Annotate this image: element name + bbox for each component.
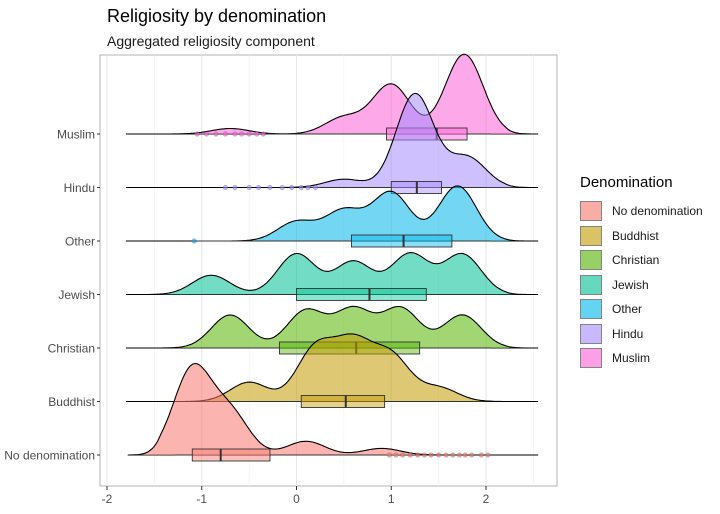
density-line	[125, 252, 539, 296]
x-tick-label: -1	[196, 492, 207, 506]
outlier-point	[386, 452, 392, 458]
outlier-point	[407, 452, 413, 458]
legend-item-hindu: Hindu	[580, 322, 703, 347]
density-line	[125, 92, 539, 189]
outlier-point	[393, 452, 399, 458]
outlier-point	[232, 184, 238, 191]
outlier-point	[415, 452, 421, 458]
y-tick-label: Other	[65, 235, 95, 249]
boxplot-box	[300, 395, 386, 408]
y-axis-ticks: Muslim Hindu Other Jewish Christian Buddhist N…	[4, 128, 100, 463]
outlier-point	[298, 184, 304, 191]
ridge-jewish	[125, 252, 539, 301]
density-area	[125, 185, 539, 241]
outlier-point	[246, 184, 252, 191]
ridge-hindu	[125, 92, 539, 194]
outlier-point	[400, 452, 406, 458]
legend-item-buddhist: Buddhist	[580, 224, 703, 249]
outlier-point	[305, 184, 311, 191]
outlier-point	[421, 452, 428, 458]
x-tick-label: -2	[102, 492, 113, 506]
outlier-point	[213, 131, 219, 137]
boxplot-box	[191, 448, 271, 462]
outlier-point	[428, 452, 434, 458]
ridge-no-denomination	[127, 362, 539, 462]
legend-item-muslim: Muslim	[580, 346, 703, 371]
legend-swatch	[580, 250, 602, 271]
outlier-point	[222, 184, 229, 191]
density-area	[125, 333, 539, 402]
y-tick-label: Muslim	[57, 128, 95, 142]
density-area	[125, 93, 539, 188]
legend-label: Christian	[612, 253, 660, 268]
legend-swatch	[580, 323, 602, 344]
density-area	[125, 252, 539, 295]
outlier-point	[238, 131, 245, 137]
legend-item-other: Other	[580, 297, 703, 322]
outlier-point	[485, 452, 491, 458]
x-tick-label: 0	[293, 492, 300, 506]
x-tick-label: 2	[483, 492, 490, 506]
density-area	[127, 363, 539, 455]
legend-label: No denomination	[612, 204, 703, 219]
outlier-point	[443, 452, 449, 458]
outlier-point	[222, 131, 229, 137]
boxplot-box	[296, 288, 427, 301]
density-line	[125, 53, 539, 135]
y-tick-label: Buddhist	[48, 395, 95, 409]
outlier-point	[469, 452, 475, 458]
y-tick-label: Christian	[48, 342, 95, 356]
outlier-point	[462, 452, 468, 458]
legend-label: Jewish	[612, 277, 649, 292]
chart-subtitle: Aggregated religiosity component	[107, 33, 315, 49]
outlier-point	[279, 184, 285, 191]
outlier-point	[254, 131, 260, 137]
outlier-point	[289, 184, 295, 191]
legend-swatch	[580, 348, 602, 369]
ridge-muslim	[125, 53, 539, 141]
legend-swatch	[580, 274, 602, 295]
outlier-point	[312, 184, 319, 191]
outlier-point	[191, 238, 197, 244]
ridges	[125, 53, 539, 462]
outlier-point	[255, 184, 262, 191]
legend-label: Hindu	[612, 326, 644, 341]
outlier-point	[203, 131, 210, 137]
outlier-point	[267, 184, 273, 191]
y-tick-label: No denomination	[4, 449, 95, 463]
legend-swatch	[580, 201, 602, 222]
density-line	[125, 305, 539, 349]
outlier-point	[246, 131, 252, 137]
outlier-point	[456, 452, 463, 458]
density-area	[125, 54, 539, 134]
ridge-other	[125, 185, 539, 248]
outlier-point	[194, 131, 200, 137]
y-tick-label: Hindu	[64, 181, 95, 195]
legend-item-jewish: Jewish	[580, 273, 703, 298]
y-tick-label: Jewish	[58, 288, 95, 302]
legend-items: No denomination Buddhist Christian Jewish Ot…	[580, 199, 703, 371]
chart-title: Religiosity by denomination	[107, 6, 327, 26]
legend-label: Buddhist	[612, 228, 659, 243]
legend-swatch	[580, 225, 602, 246]
legend-item-christian: Christian	[580, 248, 703, 273]
x-axis-ticks: -2 -1 0 1 2	[102, 486, 490, 506]
outlier-point	[232, 131, 238, 137]
outlier-point	[436, 452, 442, 458]
legend: Denomination No denomination Buddhist Chri…	[580, 174, 703, 371]
legend-label: Other	[612, 302, 643, 317]
boxplot-box	[351, 234, 453, 248]
outlier-point	[260, 131, 266, 137]
legend-swatch	[580, 299, 602, 320]
outlier-point	[450, 452, 456, 458]
legend-item-no-denomination: No denomination	[580, 199, 703, 224]
density-area	[125, 306, 539, 348]
legend-title: Denomination	[580, 174, 673, 191]
outlier-point	[478, 452, 484, 458]
legend-label: Muslim	[612, 351, 650, 366]
x-tick-label: 1	[388, 492, 395, 506]
